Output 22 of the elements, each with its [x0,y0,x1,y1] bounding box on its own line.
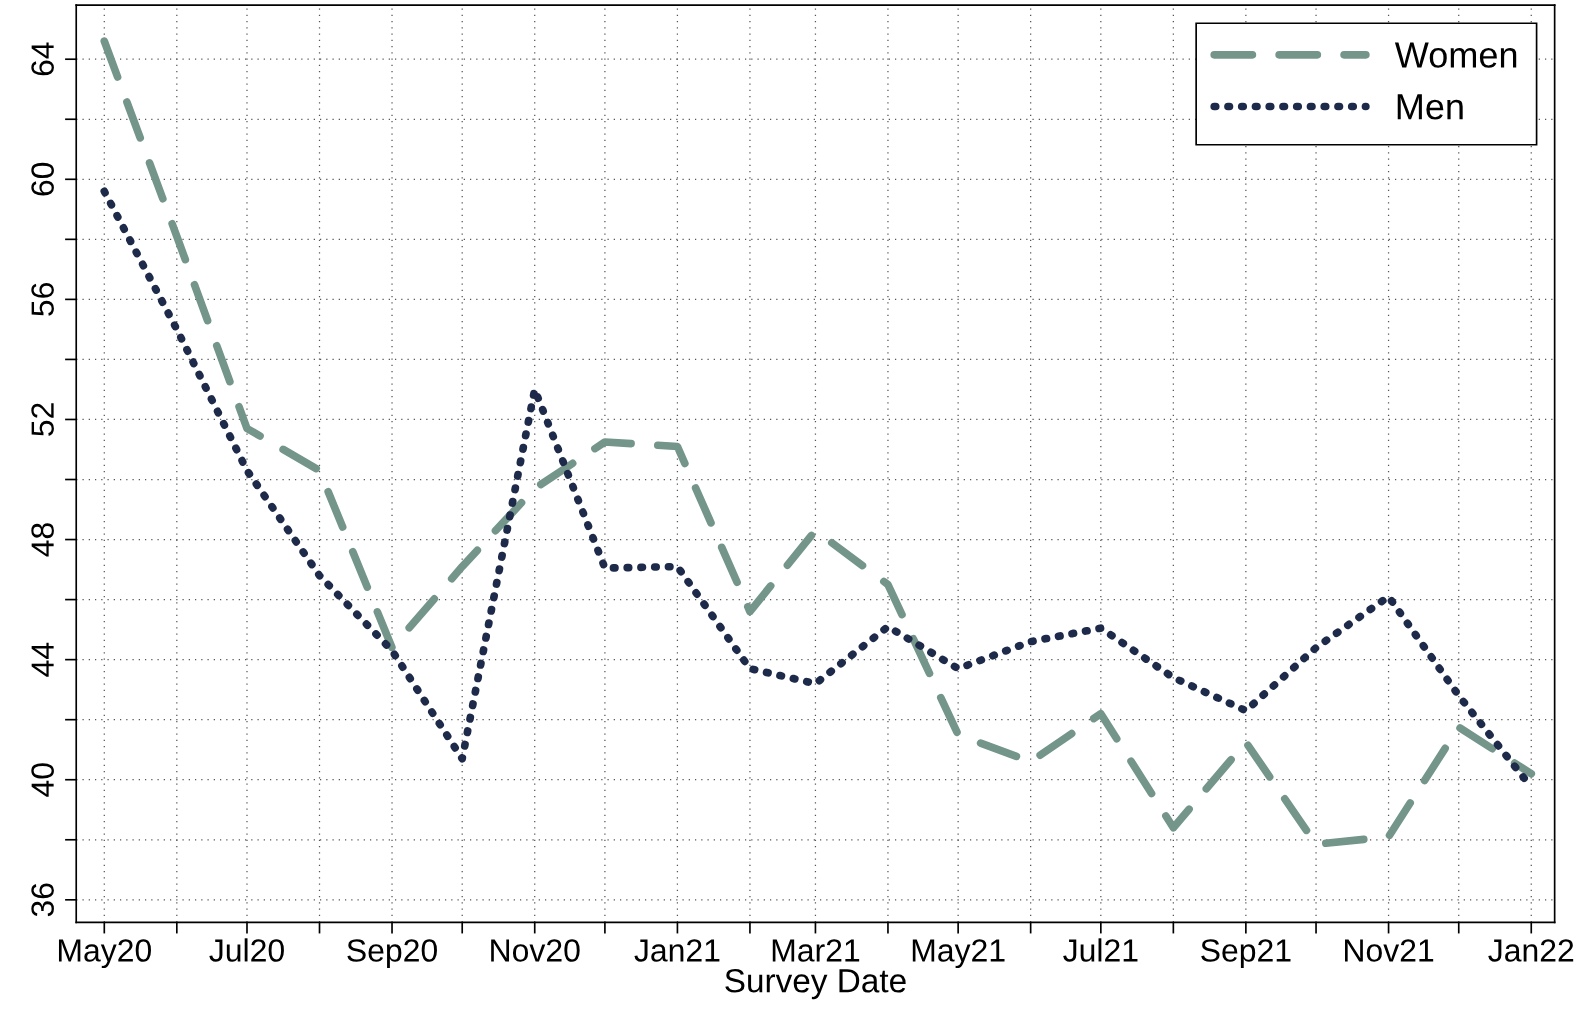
x-tick-label: Jul21 [1063,938,1138,962]
x-tick-label: Sep20 [347,939,437,969]
y-tick-label: 36 [31,883,54,917]
y-tick-label: 60 [31,162,54,196]
x-tick-label: Nov21 [1345,939,1434,962]
x-axis-title: Survey Date [725,968,906,1000]
x-tick-label: May20 [58,939,151,969]
x-tick-label: Mar21 [772,939,860,962]
y-tick-label: 64 [31,42,54,76]
y-tick-label: 44 [31,642,54,677]
y-tick-label: 48 [31,523,54,557]
x-tick-label: Jan22 [1488,939,1574,962]
x-tick-label: Jul20 [209,938,284,962]
legend-label: Women [1394,42,1517,68]
y-tick-label: 56 [31,283,54,316]
x-tick-label: Nov20 [491,939,580,962]
y-tick-label: 52 [31,403,54,436]
y-tick-label: 40 [31,763,54,797]
x-tick-label: May21 [912,939,1005,969]
x-tick-label: Jan21 [634,939,720,962]
legend-label: Men [1397,94,1463,120]
x-tick-label: Sep21 [1201,939,1291,969]
